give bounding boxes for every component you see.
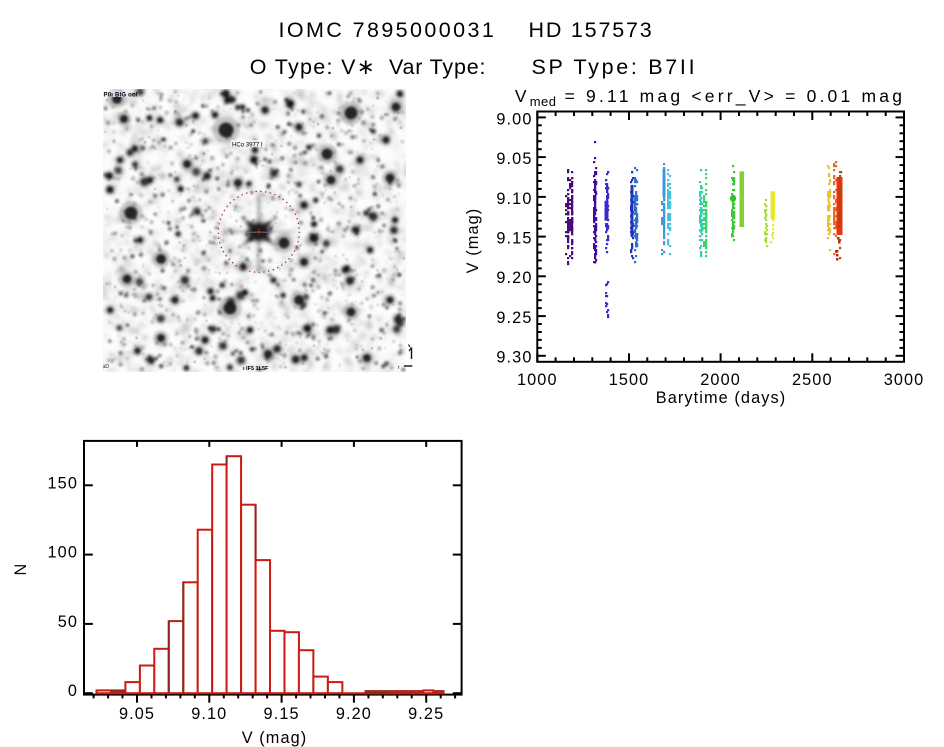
svg-text:1000: 1000 — [517, 371, 558, 389]
svg-text:V (mag): V (mag) — [464, 208, 482, 274]
svg-text:50: 50 — [58, 613, 78, 631]
svg-text:Vmed = 9.11 mag <err_V> = 0.01: Vmed = 9.11 mag <err_V> = 0.01 mag — [515, 86, 905, 109]
svg-text:9.00: 9.00 — [496, 110, 532, 128]
svg-text:150: 150 — [48, 474, 78, 492]
svg-text:HD 157573: HD 157573 — [529, 18, 654, 42]
svg-text:O Type: V∗: O Type: V∗ — [250, 55, 376, 79]
svg-text:Barytime (days): Barytime (days) — [656, 389, 787, 407]
svg-text:3000: 3000 — [884, 371, 925, 389]
svg-text:2500: 2500 — [792, 371, 833, 389]
svg-text:9.10: 9.10 — [191, 705, 227, 723]
svg-text:Var Type:: Var Type: — [389, 55, 486, 79]
svg-text:IOMC 7895000031: IOMC 7895000031 — [279, 18, 497, 42]
svg-text:ι IF5 1L5F: ι IF5 1L5F — [243, 366, 269, 372]
svg-text:P0ι BIG onl: P0ι BIG onl — [104, 93, 138, 99]
svg-text:9.15: 9.15 — [264, 705, 300, 723]
svg-text:9.20: 9.20 — [496, 269, 532, 287]
svg-text:0: 0 — [68, 682, 78, 700]
svg-text:9.15: 9.15 — [496, 230, 532, 248]
svg-text:SP Type: B7II: SP Type: B7II — [532, 55, 698, 79]
svg-text:9.05: 9.05 — [496, 150, 532, 168]
svg-text:100: 100 — [48, 544, 78, 562]
svg-text:1500: 1500 — [609, 371, 650, 389]
svg-text:9.10: 9.10 — [496, 190, 532, 208]
svg-text:9.20: 9.20 — [336, 705, 372, 723]
svg-text:9.25: 9.25 — [408, 705, 444, 723]
svg-text:9.30: 9.30 — [496, 349, 532, 367]
svg-text:9.25: 9.25 — [496, 309, 532, 327]
svg-text:N: N — [12, 563, 30, 576]
svg-text:2000: 2000 — [700, 371, 741, 389]
svg-text:,ρD: ,ρD — [101, 364, 109, 370]
svg-text:r: r — [398, 365, 400, 371]
svg-text:V (mag): V (mag) — [242, 729, 308, 747]
svg-text:9.05: 9.05 — [119, 705, 155, 723]
svg-text:HCα 3977 I: HCα 3977 I — [232, 143, 263, 149]
